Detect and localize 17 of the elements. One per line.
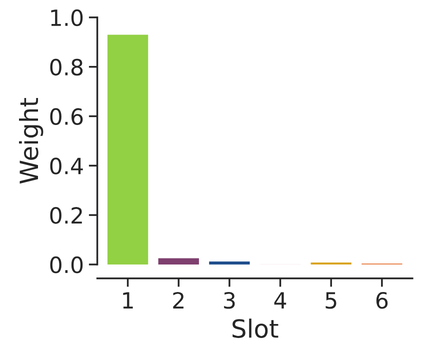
y-tick-label: 0.4	[50, 158, 83, 174]
y-axis-title: Weight	[19, 98, 44, 184]
y-tick-label: 1.0	[51, 9, 83, 26]
x-tick-label: 4	[274, 292, 286, 308]
bar	[107, 34, 148, 264]
y-tick-label: 0.0	[50, 256, 83, 274]
x-tick-label: 1	[123, 292, 133, 308]
y-tick-label: 0.8	[50, 58, 83, 76]
x-tick-label: 2	[173, 292, 184, 308]
x-tick-label: 3	[224, 292, 235, 309]
x-tick-label: 6	[376, 292, 388, 309]
bar	[158, 258, 199, 264]
x-tick-label: 5	[326, 292, 336, 309]
x-axis-title: Slot	[232, 318, 278, 338]
bar	[209, 262, 250, 264]
y-tick-label: 0.2	[50, 207, 82, 224]
y-tick-label: 0.6	[50, 108, 83, 125]
